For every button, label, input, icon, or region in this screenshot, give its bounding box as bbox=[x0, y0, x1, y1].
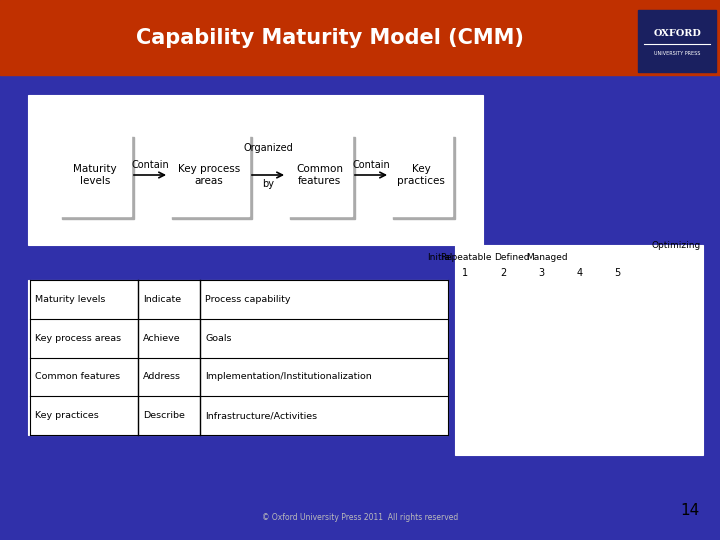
Text: Optimizing: Optimizing bbox=[652, 241, 701, 250]
Bar bbox=[455, 245, 703, 455]
Text: OXFORD: OXFORD bbox=[653, 29, 701, 38]
Text: Infrastructure/Activities: Infrastructure/Activities bbox=[205, 411, 317, 420]
Bar bbox=[169, 134, 249, 216]
Text: Achieve: Achieve bbox=[143, 334, 181, 342]
Text: 1: 1 bbox=[462, 268, 468, 278]
Bar bbox=[287, 134, 352, 216]
Bar bbox=[638, 10, 716, 72]
Bar bbox=[393, 137, 455, 219]
Text: Describe: Describe bbox=[143, 411, 185, 420]
Text: Key
practices: Key practices bbox=[397, 164, 445, 186]
Bar bbox=[495, 253, 701, 413]
Text: Common
features: Common features bbox=[296, 164, 343, 186]
Bar bbox=[390, 134, 452, 216]
Bar bbox=[0, 0, 720, 75]
Text: Repeatable: Repeatable bbox=[440, 253, 491, 262]
Text: UNIVERSITY PRESS: UNIVERSITY PRESS bbox=[654, 51, 700, 56]
Text: Organized: Organized bbox=[243, 143, 293, 153]
Text: Key process
areas: Key process areas bbox=[178, 164, 240, 186]
Bar bbox=[457, 253, 701, 453]
Text: Address: Address bbox=[143, 373, 181, 381]
Text: 5: 5 bbox=[615, 268, 621, 278]
Bar bbox=[610, 253, 701, 293]
Text: Contain: Contain bbox=[352, 160, 390, 170]
Text: © Oxford University Press 2011  All rights reserved: © Oxford University Press 2011 All right… bbox=[262, 513, 458, 522]
Text: 4: 4 bbox=[577, 268, 582, 278]
Bar bbox=[290, 137, 355, 219]
Text: Defined: Defined bbox=[494, 253, 529, 262]
Bar bbox=[172, 137, 252, 219]
Text: Initial: Initial bbox=[428, 253, 453, 262]
Text: 3: 3 bbox=[539, 268, 544, 278]
Text: 14: 14 bbox=[680, 503, 700, 518]
Text: 2: 2 bbox=[500, 268, 506, 278]
Bar bbox=[62, 137, 134, 219]
Bar bbox=[534, 253, 701, 373]
Text: Contain: Contain bbox=[131, 160, 169, 170]
Text: Indicate: Indicate bbox=[143, 295, 181, 304]
Bar bbox=[59, 134, 131, 216]
Text: Process capability: Process capability bbox=[205, 295, 290, 304]
Bar bbox=[28, 95, 483, 245]
Text: Maturity levels: Maturity levels bbox=[35, 295, 105, 304]
Text: Key process areas: Key process areas bbox=[35, 334, 121, 342]
Bar bbox=[572, 253, 701, 333]
Text: by: by bbox=[262, 179, 274, 189]
Text: Managed: Managed bbox=[526, 253, 567, 262]
Text: Maturity
levels: Maturity levels bbox=[73, 164, 117, 186]
Text: Common features: Common features bbox=[35, 373, 120, 381]
Text: Implementation/Institutionalization: Implementation/Institutionalization bbox=[205, 373, 372, 381]
Text: Capability Maturity Model (CMM): Capability Maturity Model (CMM) bbox=[136, 28, 524, 48]
Text: Goals: Goals bbox=[205, 334, 232, 342]
Text: Key practices: Key practices bbox=[35, 411, 99, 420]
Bar bbox=[28, 280, 448, 435]
